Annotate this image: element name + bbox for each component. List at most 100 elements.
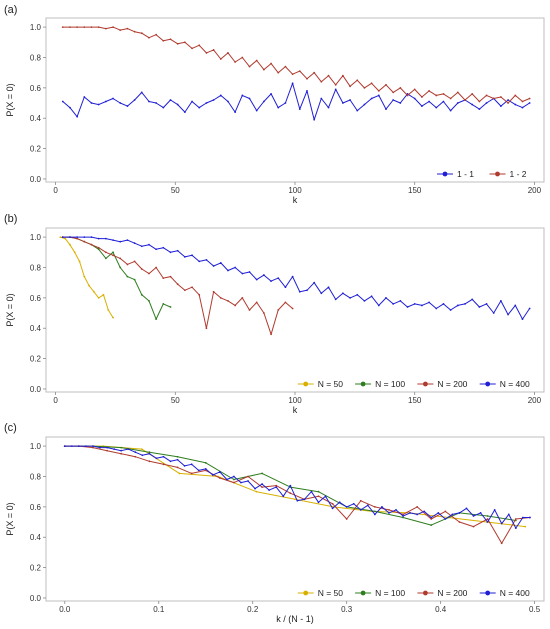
data-point — [479, 512, 482, 514]
series-line — [59, 236, 114, 319]
data-point — [270, 280, 272, 283]
data-point — [140, 91, 143, 94]
data-point — [406, 306, 409, 308]
data-point — [63, 445, 66, 448]
data-point — [352, 502, 355, 505]
data-point — [248, 309, 251, 311]
data-point — [119, 102, 122, 104]
data-point — [341, 292, 344, 295]
data-point — [370, 295, 373, 298]
data-point — [218, 471, 221, 473]
data-point — [178, 472, 181, 475]
legend: N = 50 N = 100 N = 200 N = 400 — [297, 379, 530, 389]
data-point — [341, 74, 344, 77]
data-point — [296, 499, 299, 502]
data-point — [449, 309, 452, 311]
data-point — [385, 296, 387, 299]
x-tick-label: 0.2 — [247, 605, 259, 614]
data-point — [363, 86, 366, 89]
data-point — [327, 74, 330, 77]
data-point — [282, 495, 285, 498]
y-tick-label: 0.4 — [30, 114, 42, 123]
data-point — [349, 99, 351, 101]
data-point — [148, 451, 151, 454]
data-point — [331, 502, 334, 505]
data-point — [204, 467, 207, 470]
data-point — [254, 487, 256, 490]
data-point — [399, 299, 402, 302]
data-point — [402, 516, 404, 519]
data-point — [310, 490, 313, 493]
legend-swatch-marker — [485, 590, 491, 596]
series-line — [61, 26, 531, 104]
data-point — [507, 313, 509, 316]
data-point — [198, 260, 201, 263]
data-point — [212, 265, 215, 267]
data-point — [133, 99, 136, 101]
data-point — [99, 446, 101, 449]
data-point — [349, 296, 351, 299]
data-point — [76, 236, 79, 239]
data-point — [78, 260, 81, 263]
data-point — [388, 508, 390, 511]
series-line — [61, 82, 531, 121]
data-point — [277, 277, 280, 280]
data-point — [241, 296, 244, 299]
data-point — [373, 510, 376, 513]
legend-label: N = 100 — [375, 379, 405, 389]
data-point — [320, 292, 323, 295]
data-point — [227, 100, 229, 103]
legend-swatch-marker — [442, 171, 448, 177]
data-point — [270, 62, 272, 65]
data-point — [486, 518, 489, 520]
data-point — [126, 105, 129, 107]
data-point — [486, 515, 489, 517]
data-point — [140, 448, 143, 451]
legend-swatch-marker — [485, 381, 491, 387]
data-point — [289, 484, 292, 487]
data-point — [134, 451, 137, 454]
data-point — [155, 318, 158, 321]
data-point — [92, 445, 94, 448]
data-point — [120, 449, 123, 452]
legend-swatch-marker — [423, 590, 428, 596]
data-point — [104, 27, 107, 30]
legend-label: 1 - 2 — [510, 169, 527, 179]
data-point — [270, 333, 272, 336]
plot-frame — [45, 227, 545, 393]
data-point — [233, 481, 235, 484]
data-point — [442, 303, 445, 305]
data-point — [437, 512, 440, 514]
data-point — [284, 301, 287, 304]
data-point — [428, 301, 430, 304]
data-point — [277, 71, 280, 74]
x-tick-label: 50 — [171, 186, 180, 195]
data-point — [140, 293, 143, 296]
data-point — [435, 307, 438, 310]
data-point — [521, 318, 524, 321]
y-tick-label: 0.0 — [30, 175, 42, 184]
data-point — [76, 237, 79, 240]
plot-frame — [45, 436, 545, 602]
data-point — [112, 316, 114, 319]
data-point — [90, 243, 93, 246]
data-point — [219, 58, 222, 60]
data-point — [176, 249, 179, 252]
data-point — [428, 89, 430, 92]
data-point — [126, 263, 129, 266]
x-tick-label: 50 — [171, 396, 180, 405]
data-point — [162, 463, 165, 466]
x-tick-label: 0 — [53, 396, 58, 405]
data-point — [211, 474, 214, 476]
data-point — [176, 42, 179, 45]
data-point — [241, 56, 244, 59]
legend-label: N = 400 — [500, 588, 530, 598]
data-point — [127, 448, 130, 451]
data-point — [241, 272, 244, 275]
data-point — [148, 460, 151, 463]
series-path — [62, 236, 531, 320]
data-point — [428, 100, 430, 103]
data-point — [198, 293, 201, 296]
data-point — [500, 542, 503, 545]
data-point — [430, 516, 433, 519]
